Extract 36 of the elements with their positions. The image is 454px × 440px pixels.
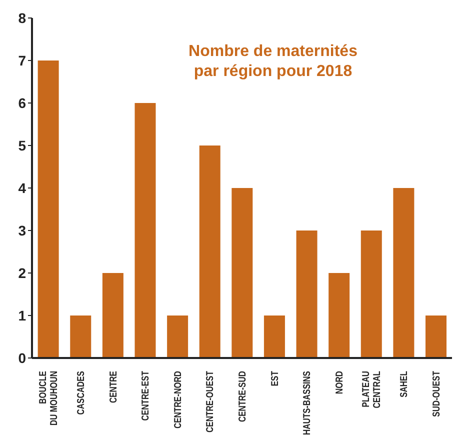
y-tick-label: 0 bbox=[18, 350, 26, 366]
y-tick-label: 2 bbox=[18, 264, 26, 281]
y-tick-label: 4 bbox=[18, 180, 26, 196]
x-tick-label: CENTRE-NORD bbox=[172, 370, 184, 429]
y-tick-label: 6 bbox=[18, 94, 26, 111]
x-tick-label: CENTRE-OUEST bbox=[204, 370, 216, 432]
x-tick-label: HAUTS-BASSINS bbox=[301, 370, 312, 436]
x-tick-label: EST bbox=[268, 370, 280, 386]
bar bbox=[232, 188, 253, 358]
bar bbox=[38, 60, 59, 358]
bar bbox=[199, 146, 220, 358]
y-tick-label: 3 bbox=[18, 222, 26, 238]
bar bbox=[393, 188, 414, 358]
text: Nombre de maternités par région pour 2018 bbox=[188, 42, 358, 82]
x-tick-label: BOUCLE DU MOUHOUN bbox=[37, 370, 60, 426]
bar bbox=[328, 273, 350, 358]
y-tick-label: 1 bbox=[18, 307, 26, 324]
bar bbox=[264, 316, 285, 358]
x-tick-label: CASCADES bbox=[75, 370, 86, 415]
x-tick-label: CENTRE bbox=[107, 370, 118, 404]
x-tick-label: CENTRE-SUD bbox=[236, 370, 248, 422]
y-tick-label: 5 bbox=[18, 137, 26, 154]
x-tick-label: SUD-OUEST bbox=[430, 370, 442, 417]
x-tick-label: NORD bbox=[334, 370, 345, 394]
bar bbox=[426, 316, 447, 358]
y-tick-label: 7 bbox=[18, 52, 26, 68]
bar bbox=[134, 103, 156, 358]
bar bbox=[102, 273, 124, 358]
x-tick-label: SAHEL bbox=[398, 370, 410, 398]
x-tick-label: PLATEAU CENTRAL bbox=[360, 370, 382, 408]
bar bbox=[167, 316, 188, 358]
bar bbox=[296, 230, 318, 358]
bar bbox=[70, 316, 92, 358]
y-tick-label: 8 bbox=[18, 10, 26, 26]
x-tick-label: CENTRE-EST bbox=[140, 370, 151, 421]
bar bbox=[360, 230, 382, 358]
